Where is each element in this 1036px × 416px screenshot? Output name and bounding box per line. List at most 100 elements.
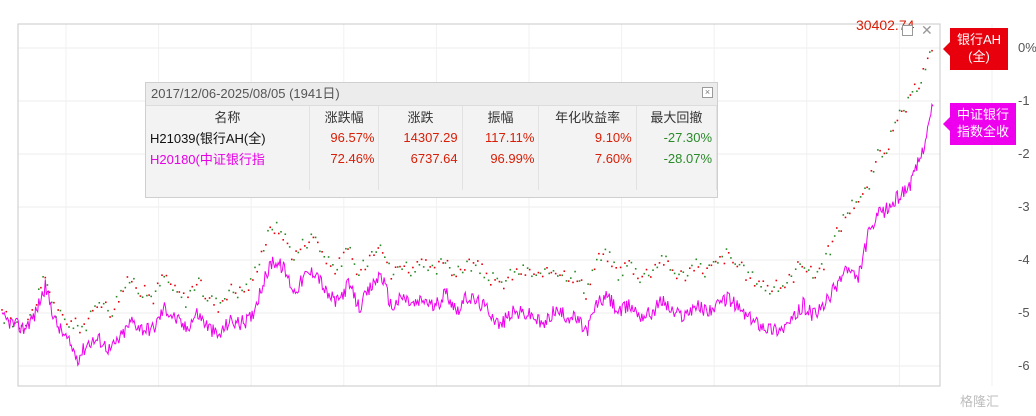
series-point [128, 281, 131, 284]
series-point [805, 270, 808, 273]
series-0 [1, 49, 933, 334]
y-axis: 0% -1 -2 -3 -4 -5 -6 [1018, 40, 1036, 373]
pointer-arrow-icon [943, 42, 950, 56]
series-point [667, 260, 669, 262]
series-point [397, 266, 399, 268]
table-row[interactable]: H20180(中证银行指 72.46% 6737.64 96.99% 7.60%… [146, 148, 718, 169]
series-point [243, 290, 245, 293]
series-point [920, 82, 922, 84]
series-point [552, 270, 555, 272]
series-point [381, 252, 384, 254]
series-point [929, 51, 931, 53]
series-point [537, 271, 540, 274]
table-row[interactable]: H21039(银行AH(全) 96.57% 14307.29 117.11% 9… [146, 127, 718, 148]
series-point [477, 260, 479, 262]
series-point [379, 244, 382, 247]
series-point [820, 263, 823, 265]
series-point [567, 280, 570, 282]
series-point [807, 269, 810, 271]
series-point [61, 314, 64, 316]
series-point [135, 287, 137, 289]
series-point [269, 226, 271, 229]
series-point [900, 110, 903, 112]
series-point [706, 267, 708, 269]
series-point [812, 277, 814, 279]
series-point [801, 265, 803, 268]
series-point [301, 238, 304, 241]
series-point [362, 259, 364, 262]
close-icon[interactable]: × [702, 87, 713, 98]
series-point [262, 250, 265, 252]
series-point [306, 247, 308, 249]
column-header: 最大回撤 [636, 106, 718, 127]
series-point [596, 258, 598, 261]
series-point [760, 286, 762, 288]
series-point [284, 233, 287, 235]
series-point [139, 295, 142, 297]
series-point [228, 289, 230, 292]
close-icon[interactable]: ✕ [921, 22, 933, 38]
series-point [416, 261, 419, 263]
y-tick-label: -4 [1018, 252, 1030, 267]
peak-controls: ✕ [902, 22, 933, 43]
series-point [81, 325, 83, 328]
series-point [317, 241, 319, 244]
series-point [474, 264, 477, 267]
series-point [691, 264, 693, 267]
series-point [27, 318, 29, 321]
series-point [165, 274, 168, 277]
series-point [686, 274, 689, 277]
series-point [120, 289, 122, 292]
change-pct-cell: 96.57% [309, 127, 380, 148]
series-point [580, 279, 583, 281]
series-point [360, 268, 362, 271]
series-point [433, 266, 436, 269]
series-point [764, 289, 767, 292]
series-point [743, 264, 745, 267]
series-point [236, 296, 239, 299]
series-point [226, 298, 228, 301]
series-point [79, 331, 81, 334]
series-point [178, 291, 181, 293]
series-point [604, 248, 607, 251]
series-point [630, 261, 633, 264]
series-point [913, 83, 916, 86]
series-point [25, 324, 27, 327]
series-point [615, 267, 617, 269]
series-point [608, 251, 611, 253]
series-point [730, 257, 732, 259]
series-point [148, 294, 150, 296]
series-point [368, 254, 371, 257]
series-point [583, 292, 585, 294]
series-point [211, 295, 213, 297]
series-point [191, 285, 194, 288]
series-point [410, 274, 412, 277]
series-point [887, 148, 890, 151]
series-point [425, 259, 427, 261]
series-point [539, 272, 542, 275]
series-point [918, 87, 920, 90]
series-point [479, 272, 481, 275]
series-point [669, 269, 672, 271]
series-point [5, 310, 8, 313]
series-point [823, 268, 825, 271]
series-point [323, 256, 326, 258]
series-point [606, 260, 609, 263]
series-point [295, 250, 297, 252]
restore-icon[interactable] [902, 25, 913, 36]
series-tag-line: 银行AH [956, 32, 1002, 47]
series-point [161, 274, 163, 276]
series-point [57, 309, 59, 311]
series-point [498, 280, 501, 283]
series-point [859, 196, 862, 198]
series-point [189, 289, 191, 292]
series-tag-bank-ah: 银行AH (全) [943, 28, 1008, 70]
series-point [574, 270, 576, 273]
series-point [637, 277, 639, 280]
series-point [719, 256, 721, 258]
series-point [593, 268, 596, 271]
max-drawdown-cell: -28.07% [636, 148, 718, 169]
series-point [541, 275, 544, 278]
series-point [260, 250, 263, 253]
series-point [717, 262, 719, 264]
